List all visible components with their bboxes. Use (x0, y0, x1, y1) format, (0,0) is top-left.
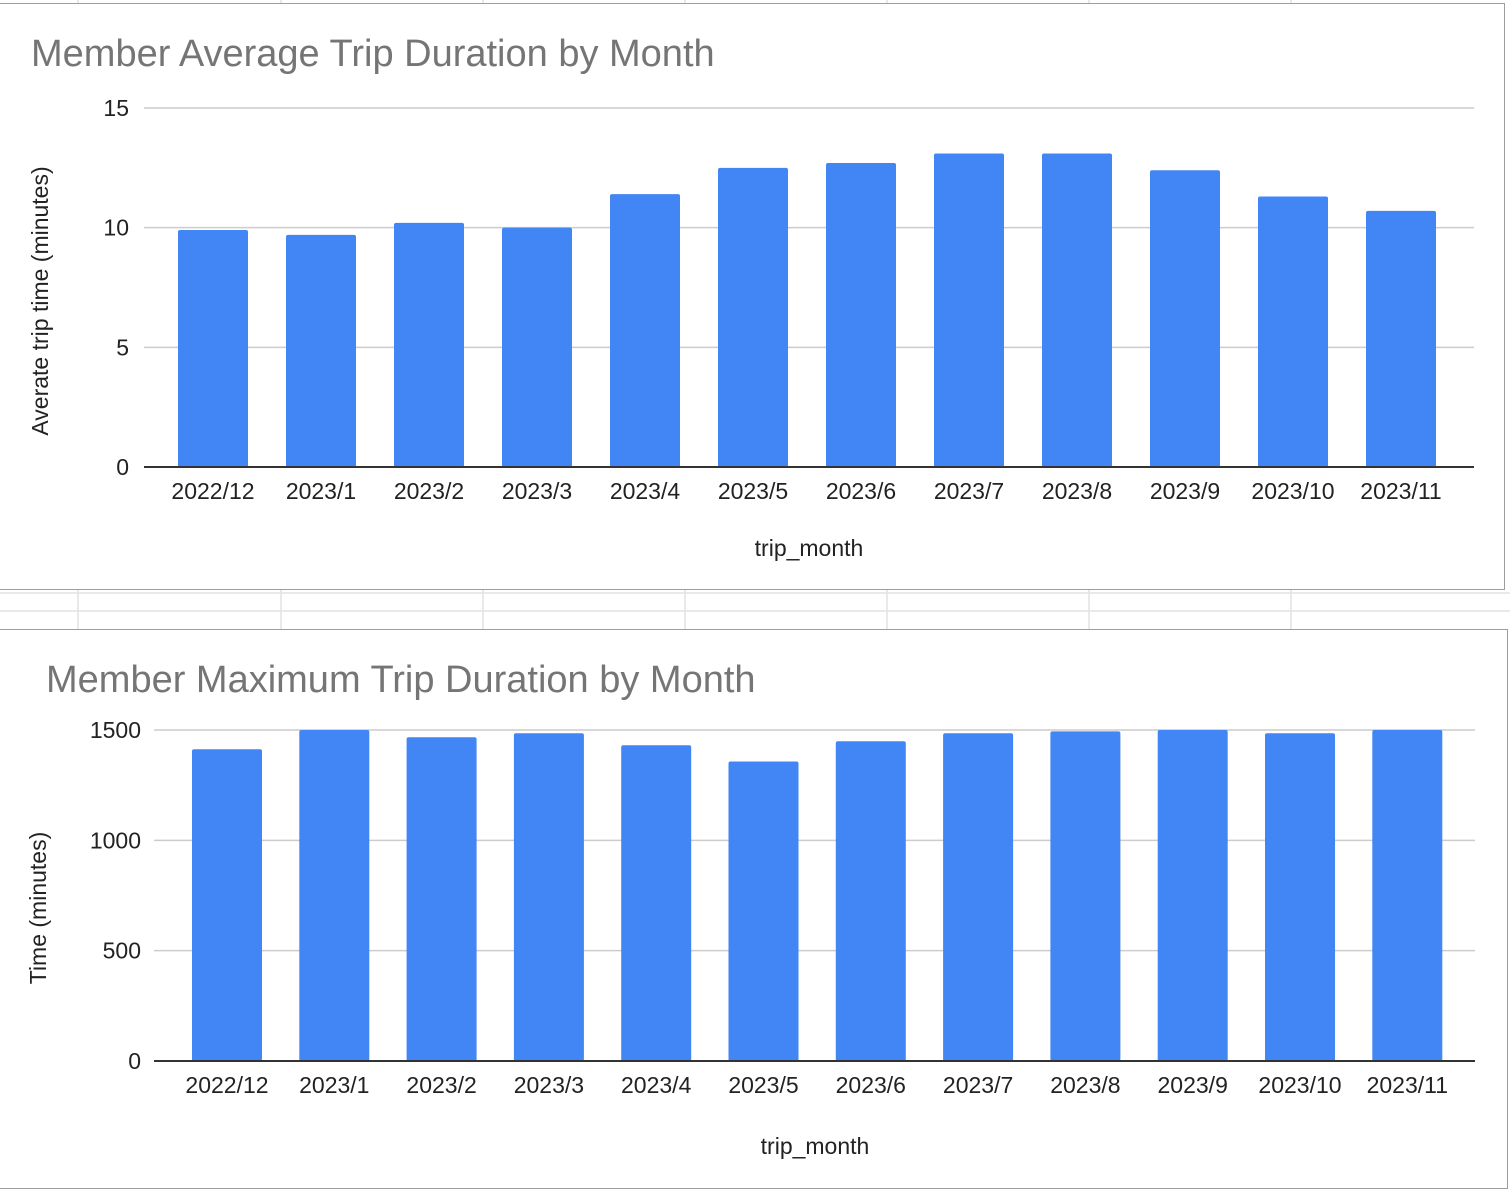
y-tick-label: 1000 (90, 827, 141, 853)
x-tick-label: 2023/10 (1251, 478, 1334, 504)
bar (1372, 730, 1443, 1061)
x-tick-label: 2023/2 (406, 1072, 476, 1098)
x-tick-label: 2023/3 (514, 1072, 584, 1098)
x-axis-title: trip_month (755, 535, 864, 561)
bar (1265, 733, 1335, 1061)
y-tick-label: 1500 (90, 717, 141, 743)
x-tick-label: 2023/7 (943, 1072, 1013, 1098)
y-tick-label: 10 (103, 215, 129, 241)
y-tick-label: 5 (116, 334, 129, 360)
x-tick-label: 2023/8 (1050, 1072, 1120, 1098)
x-tick-label: 2023/2 (394, 478, 464, 504)
bar (502, 227, 572, 467)
x-tick-label: 2023/11 (1367, 1072, 1448, 1098)
bar (718, 167, 788, 468)
maximum-duration-chart-svg: Member Maximum Trip Duration by Month tr… (25, 659, 1475, 1159)
bar (178, 230, 248, 467)
x-tick-label: 2023/6 (836, 1072, 906, 1098)
x-tick-label: 2023/9 (1150, 478, 1220, 504)
chart-title: Member Maximum Trip Duration by Month (46, 659, 756, 701)
x-tick-label: 2023/5 (728, 1072, 798, 1098)
x-tick-label: 2023/6 (826, 478, 896, 504)
bar (1042, 153, 1112, 467)
y-tick-label: 500 (103, 938, 141, 964)
maximum-duration-chart[interactable]: Member Maximum Trip Duration by Month tr… (0, 629, 1508, 1189)
x-tick-label: 2023/8 (1042, 478, 1112, 504)
bar (1366, 210, 1436, 467)
bar (1150, 170, 1220, 467)
y-tick-label: 0 (128, 1048, 141, 1074)
x-tick-label: 2023/4 (621, 1072, 692, 1098)
bar (835, 741, 906, 1061)
x-tick-label: 2023/7 (934, 478, 1004, 504)
bar (826, 163, 896, 467)
bar (299, 730, 370, 1061)
x-tick-label: 2023/9 (1158, 1072, 1228, 1098)
x-tick-label: 2022/12 (171, 478, 254, 504)
average-duration-chart[interactable]: Member Average Trip Duration by Month tr… (0, 3, 1505, 590)
bar (513, 733, 584, 1061)
bar (286, 234, 356, 467)
bar (406, 737, 477, 1061)
bar (610, 194, 680, 467)
average-duration-chart-svg: Member Average Trip Duration by Month tr… (27, 33, 1474, 561)
x-axis-title: trip_month (761, 1133, 870, 1159)
x-tick-label: 2023/3 (502, 478, 572, 504)
y-tick-label: 15 (103, 95, 129, 121)
bar (1050, 731, 1121, 1061)
bar (621, 745, 692, 1061)
x-tick-label: 2023/4 (610, 478, 681, 504)
y-axis-title: Averate trip time (minutes) (27, 166, 53, 435)
bar (943, 733, 1014, 1061)
x-tick-label: 2023/1 (286, 478, 356, 504)
bar (1157, 730, 1228, 1061)
x-tick-label: 2023/11 (1360, 478, 1441, 504)
bar (1258, 196, 1328, 467)
bar (192, 749, 262, 1061)
x-tick-label: 2023/10 (1258, 1072, 1341, 1098)
bar (934, 153, 1004, 467)
bar (394, 222, 464, 467)
bar (728, 761, 799, 1061)
x-tick-label: 2023/1 (299, 1072, 369, 1098)
x-tick-label: 2022/12 (185, 1072, 268, 1098)
chart-title: Member Average Trip Duration by Month (31, 33, 715, 75)
y-tick-label: 0 (116, 454, 129, 480)
y-axis-title: Time (minutes) (25, 832, 51, 985)
x-tick-label: 2023/5 (718, 478, 788, 504)
